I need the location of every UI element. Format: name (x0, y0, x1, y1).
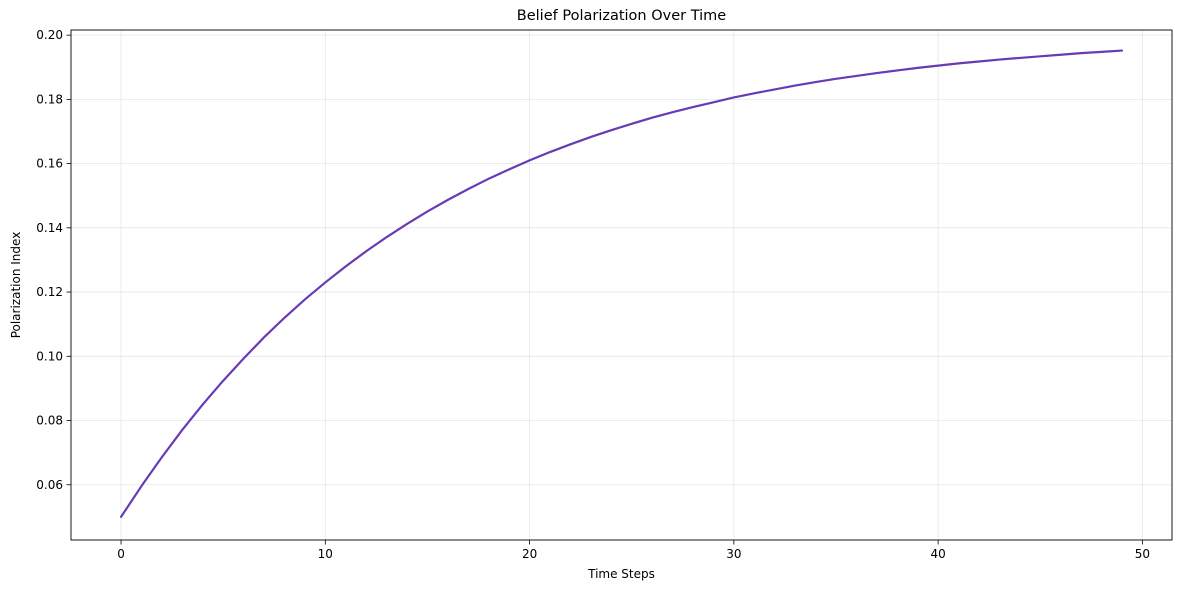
grid (71, 30, 1172, 540)
y-tick-label: 0.16 (36, 157, 63, 171)
y-tick-label: 0.20 (36, 28, 63, 42)
x-tick-label: 0 (117, 547, 125, 561)
x-tick-label: 50 (1135, 547, 1150, 561)
series-layer (119, 49, 1124, 518)
x-tick-label: 10 (318, 547, 333, 561)
chart-title: Belief Polarization Over Time (517, 8, 726, 24)
y-tick-label: 0.18 (36, 92, 63, 106)
y-tick-label: 0.10 (36, 349, 63, 363)
x-tick-label: 40 (930, 547, 945, 561)
x-tick-label: 30 (726, 547, 741, 561)
y-tick-label: 0.08 (36, 414, 63, 428)
plot-frame (70, 29, 1173, 541)
x-tick-label: 20 (522, 547, 537, 561)
y-tick-label: 0.12 (36, 285, 63, 299)
y-tick-label: 0.14 (36, 221, 63, 235)
x-axis-label: Time Steps (587, 567, 655, 581)
y-axis-label: Polarization Index (9, 232, 23, 339)
ticks: 0 10 20 30 40 50 0.06 0.08 0.10 0.12 0.14 0.16 0.18 0… (36, 28, 1150, 561)
series-line (119, 49, 1124, 518)
y-tick-label: 0.06 (36, 478, 63, 492)
